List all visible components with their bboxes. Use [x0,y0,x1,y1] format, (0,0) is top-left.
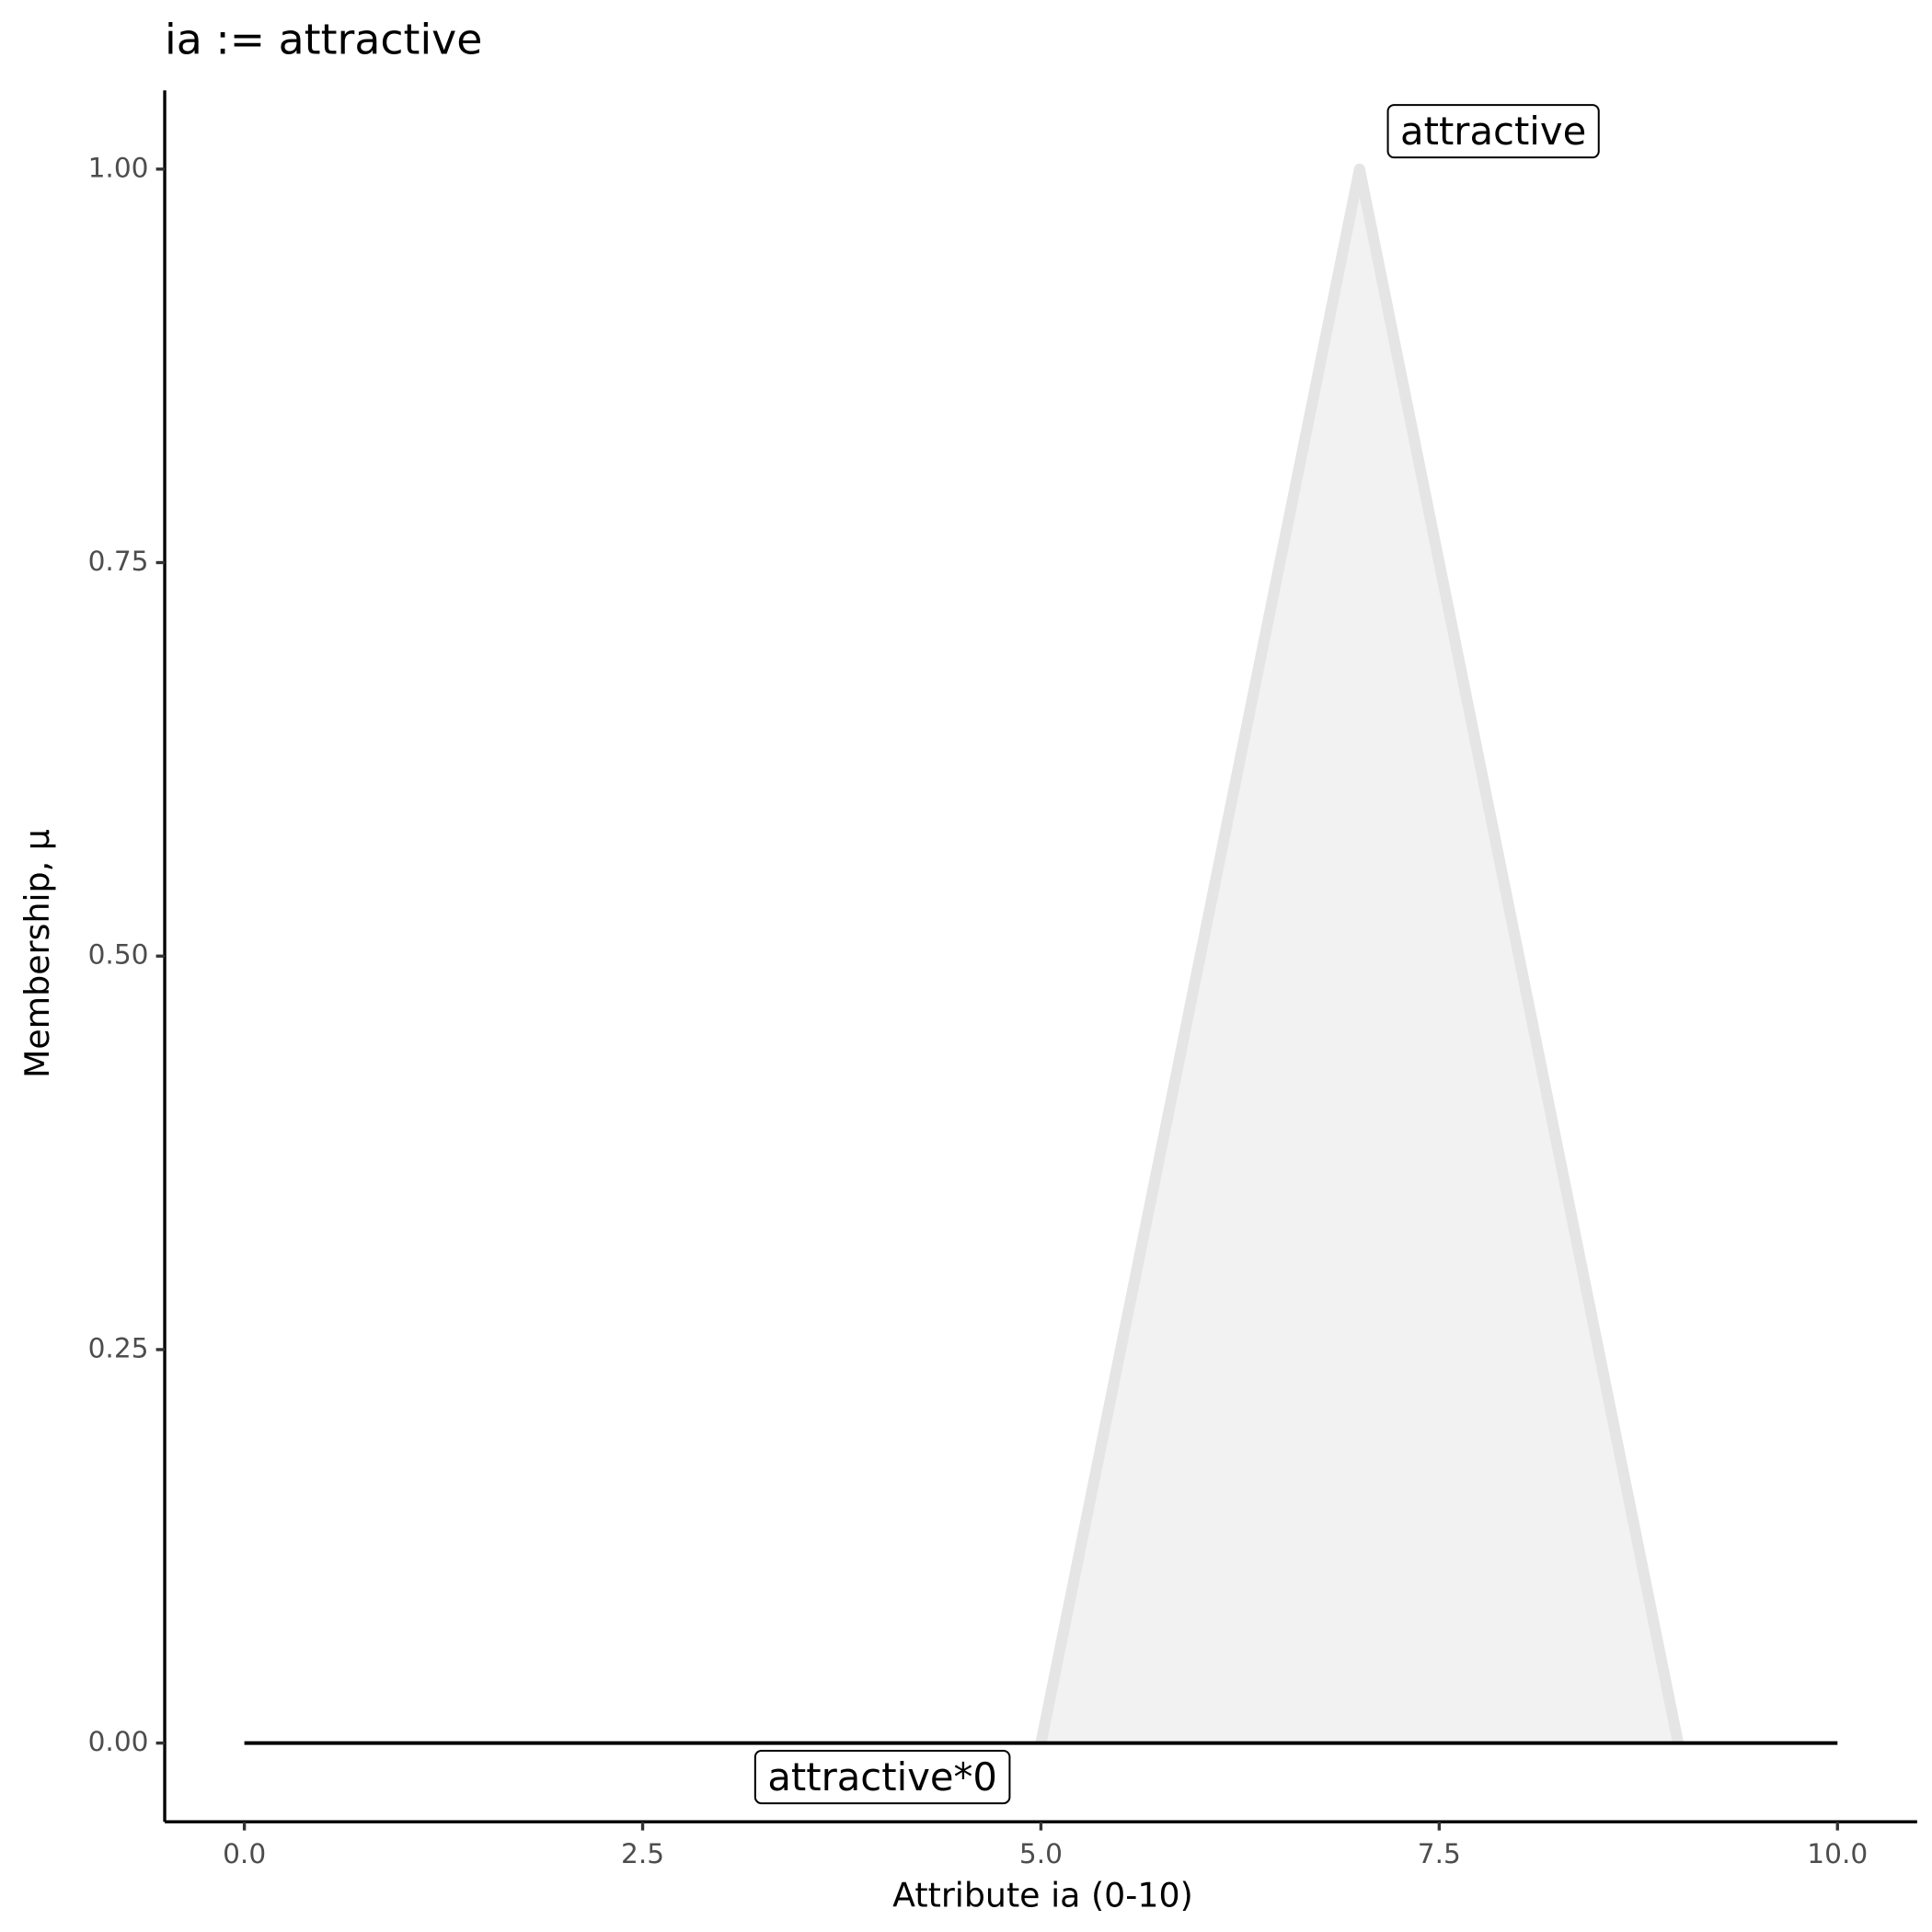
x-tick-label: 7.5 [1418,1838,1461,1869]
series-label: attractive [1386,104,1600,159]
series-label-text: attractive*0 [767,1754,997,1800]
y-tick-label: 0.00 [88,1726,149,1757]
x-tick-label: 10.0 [1807,1838,1868,1869]
y-tick-label: 0.75 [88,546,149,577]
x-tick-label: 0.0 [223,1838,266,1869]
series-label-box [753,1749,1011,1805]
area [1041,168,1679,1743]
y-tick-label: 0.25 [88,1332,149,1363]
y-tick-label: 1.00 [88,152,149,183]
series-label-box [1386,104,1600,159]
line [1035,163,1685,1744]
y-axis-label: Membership, μ [17,829,57,1078]
x-tick-label: 5.0 [1019,1838,1063,1869]
y-tick-label: 0.50 [88,939,149,971]
x-tick-label: 2.5 [621,1838,664,1869]
x-axis-label: Attribute ia (0-10) [892,1875,1193,1915]
series-label: attractive*0 [753,1749,1011,1805]
series-label-text: attractive [1400,109,1586,154]
chart-title: ia := attractive [165,15,482,63]
